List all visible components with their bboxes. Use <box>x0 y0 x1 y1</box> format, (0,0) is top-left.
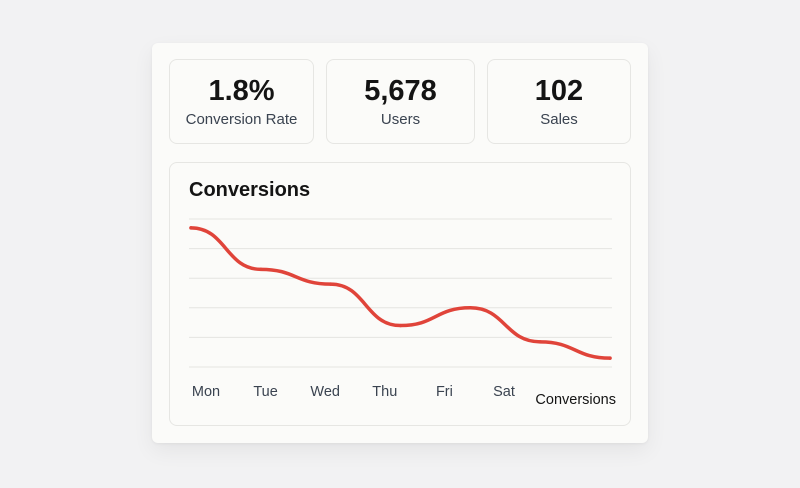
stat-label: Conversion Rate <box>185 111 298 128</box>
dashboard-card: 1.8% Conversion Rate 5,678 Users 102 Sal… <box>152 43 648 443</box>
x-tick-label: Fri <box>436 384 453 400</box>
stat-card-sales: 102 Sales <box>487 59 631 144</box>
line-chart: Mon Tue Wed Thu Fri Sat Conversions <box>189 218 616 408</box>
stat-card-users: 5,678 Users <box>326 59 475 144</box>
x-tick-label: Mon <box>192 384 220 400</box>
data-point <box>259 267 263 272</box>
data-point <box>189 226 193 230</box>
stat-value: 1.8% <box>208 75 275 107</box>
series-line <box>189 226 612 360</box>
legend-label: Conversions <box>535 392 616 408</box>
x-tick-label: Sat <box>493 384 515 400</box>
chart-panel: Conversions Mon Tue Wed Thu Fri Sat Conversion… <box>169 162 631 426</box>
data-point <box>328 282 333 286</box>
chart-title: Conversions <box>189 179 311 201</box>
stat-value: 102 <box>534 75 584 107</box>
data-point <box>538 340 542 344</box>
stat-label: Sales <box>540 111 578 128</box>
x-tick-label: Thu <box>372 384 397 400</box>
data-point <box>608 356 612 360</box>
data-point <box>468 306 473 310</box>
x-tick-label: Tue <box>253 384 277 400</box>
x-tick-label: Wed <box>310 384 340 400</box>
stat-label: Users <box>380 111 421 128</box>
data-point <box>398 323 403 328</box>
stat-card-conversion-rate: 1.8% Conversion Rate <box>169 59 314 144</box>
stat-value: 5,678 <box>364 75 437 107</box>
